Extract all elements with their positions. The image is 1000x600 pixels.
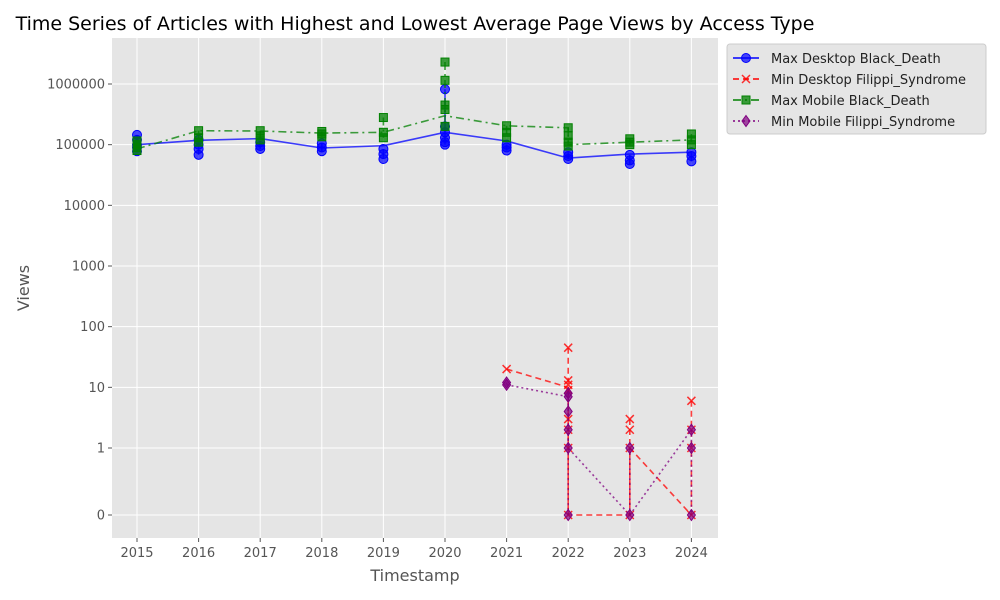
data-point (193, 149, 204, 160)
data-point (625, 508, 635, 522)
legend-frame (726, 43, 987, 135)
x-tick-label: 2018 (305, 546, 338, 561)
series-line (506, 384, 693, 517)
legend-label: Min Desktop Filippi_Syndrome (771, 73, 966, 88)
series-layer (132, 57, 697, 522)
data-point (440, 139, 450, 150)
data-point (378, 133, 388, 143)
legend-marker (741, 53, 751, 63)
y-tick-label: 10000 (64, 199, 105, 214)
x-tick-label: 2016 (182, 546, 215, 561)
data-point (255, 143, 266, 154)
y-tick-label: 10 (88, 381, 105, 396)
legend-label: Min Mobile Filippi_Syndrome (771, 115, 955, 130)
x-tick-label: 2019 (367, 546, 400, 561)
data-point (378, 113, 388, 123)
x-tick-label: 2015 (120, 546, 153, 561)
data-point (563, 390, 573, 404)
data-point (440, 57, 450, 67)
data-point (440, 75, 450, 85)
plot-background (112, 38, 718, 538)
data-point (563, 508, 573, 522)
data-point (255, 135, 265, 145)
x-tick-label: 2022 (552, 546, 585, 561)
data-point (502, 364, 512, 374)
data-point (625, 425, 635, 435)
data-point (563, 405, 573, 418)
data-point (132, 146, 142, 156)
data-point (316, 146, 327, 157)
data-point (194, 137, 204, 147)
legend-label: Max Mobile Black_Death (771, 94, 930, 109)
x-tick-label: 2023 (613, 546, 646, 561)
data-point (686, 423, 697, 437)
data-point (686, 441, 697, 455)
data-point (563, 141, 573, 151)
series-2 (132, 57, 696, 156)
legend-marker (741, 95, 751, 105)
data-point (317, 132, 327, 142)
data-point (563, 423, 573, 437)
data-point (440, 104, 450, 114)
data-point (625, 441, 635, 455)
data-point (686, 156, 697, 167)
series-line (136, 131, 692, 159)
x-tick-label: 2020 (428, 546, 461, 561)
x-tick-label: 2024 (675, 546, 708, 561)
x-tick-label: 2021 (490, 546, 523, 561)
legend-label: Max Desktop Black_Death (771, 52, 941, 67)
y-tick-label: 1000 (72, 260, 105, 275)
y-axis-label: Views (14, 265, 33, 311)
legend-marker (741, 114, 751, 128)
data-point (440, 121, 450, 131)
data-point (686, 508, 697, 522)
data-point (501, 145, 512, 156)
y-tick-label: 1 (97, 442, 105, 457)
series-3 (501, 376, 697, 522)
series-line (506, 368, 692, 516)
x-axis-label: Timestamp (369, 566, 459, 585)
legend-marker (741, 74, 751, 84)
data-point (563, 123, 573, 133)
data-point (625, 414, 635, 424)
data-point (378, 154, 389, 165)
data-point (563, 441, 573, 455)
data-point (501, 378, 512, 392)
y-tick-label: 0 (97, 509, 105, 524)
chart-title: Time Series of Articles with Highest and… (15, 13, 815, 35)
data-point (502, 133, 512, 143)
series-line (136, 114, 692, 150)
y-tick-label: 100000 (55, 138, 105, 153)
x-axis-ticks: 2015 2016 2017 2018 2019 2020 2021 2022 2023 2024 (120, 538, 708, 561)
x-tick-label: 2017 (244, 546, 277, 561)
data-point (686, 140, 696, 150)
data-point (563, 343, 573, 353)
legend: Max Desktop Black_Death Min Desktop Filip… (726, 43, 987, 135)
data-point (563, 154, 574, 165)
y-tick-label: 100 (80, 320, 105, 335)
data-point (686, 396, 696, 406)
y-tick-label: 1000000 (47, 78, 105, 93)
data-point (625, 140, 635, 150)
data-point (624, 159, 635, 170)
y-axis-ticks: 0 1 10 100 1000 10000 100000 1000000 (47, 78, 112, 524)
